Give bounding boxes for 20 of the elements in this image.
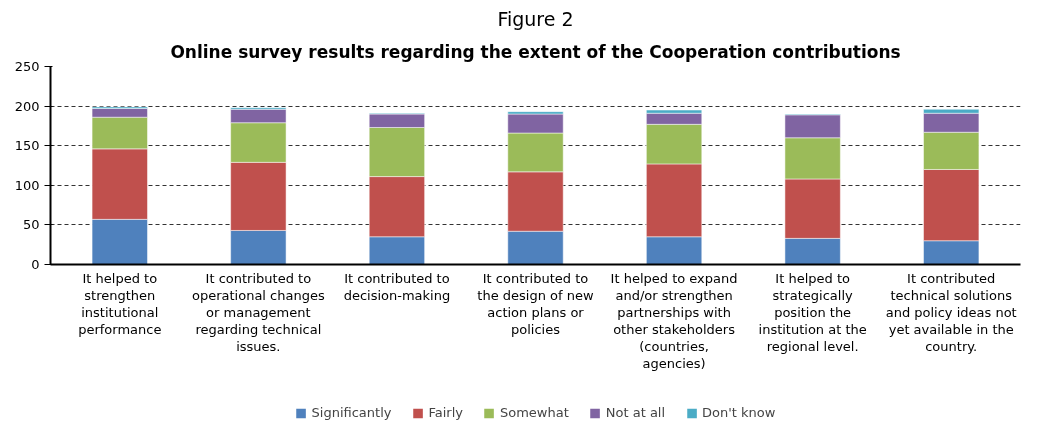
y-tick-label: 250 bbox=[14, 59, 40, 74]
chart-title: Figure 2 bbox=[497, 7, 574, 30]
legend-label: Fairly bbox=[428, 405, 463, 420]
legend-label: Significantly bbox=[311, 405, 392, 420]
y-tick-label: 0 bbox=[31, 257, 40, 272]
y-tick-label: 200 bbox=[14, 98, 40, 114]
x-tick-label: It contributed to decision-making bbox=[343, 271, 451, 303]
legend-label: Not at all bbox=[605, 405, 666, 420]
x-tick-label: It contributed to operational changes or management regarding technical issues. bbox=[191, 271, 325, 354]
y-tick-label: 100 bbox=[14, 177, 40, 193]
x-tick-label: It helped to expand and/or strengthen partnerships with other stakeholders (countries, agencies) bbox=[610, 271, 738, 371]
y-tick-label: 50 bbox=[22, 217, 40, 233]
x-tick-label: It contributed technical solutions and policy ideas not yet available in the country. bbox=[885, 271, 1017, 354]
x-tick-label: It contributed to the design of new action plans or policies bbox=[477, 271, 594, 337]
x-tick-label: It helped to strategically position the institution at the regional level. bbox=[758, 271, 867, 354]
y-tick-label: 150 bbox=[14, 138, 40, 154]
legend-label: Don't know bbox=[702, 405, 776, 420]
legend-label: Somewhat bbox=[499, 405, 569, 420]
chart-subtitle: Online survey results regarding the extent of the Cooperation contributions bbox=[170, 41, 901, 62]
x-tick-label: It helped to strengthen institutional performance bbox=[78, 271, 162, 337]
